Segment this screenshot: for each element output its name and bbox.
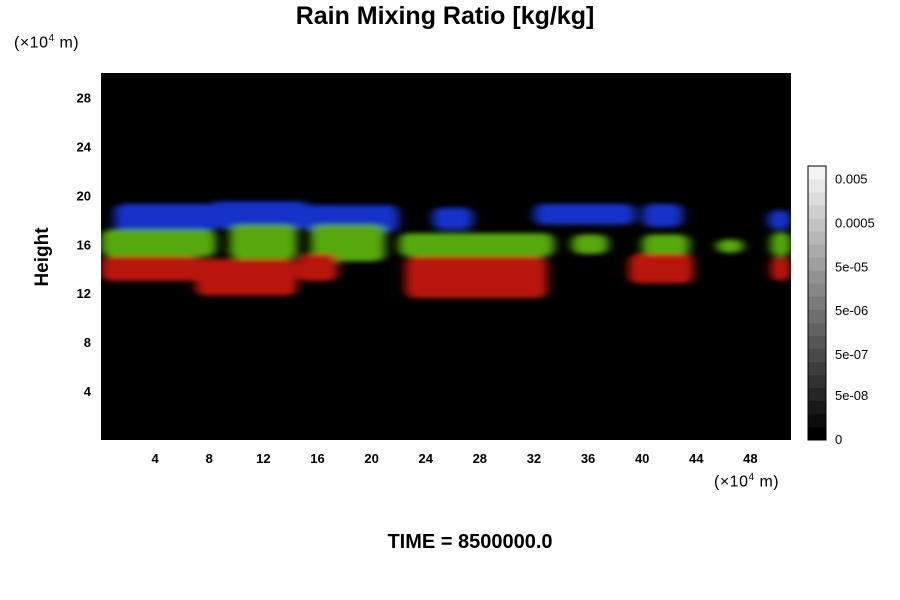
x-axis-unit: (×104 m) xyxy=(714,472,779,491)
y-tick-label: 20 xyxy=(77,188,91,203)
band-lower-blob-2 xyxy=(297,254,338,281)
band-middle-blob-5 xyxy=(642,234,690,257)
band-middle-blob-7 xyxy=(770,232,791,257)
y-tick-label: 8 xyxy=(84,335,91,350)
colorbar-label: 5e-08 xyxy=(835,388,868,403)
band-lower-blob-1 xyxy=(195,258,298,296)
colorbar-segment xyxy=(808,179,826,193)
band-upper-blob-5 xyxy=(642,203,683,228)
colorbar-label: 0.0005 xyxy=(835,216,875,231)
x-unit-base: (×10 xyxy=(714,473,749,491)
colorbar-segment xyxy=(808,218,826,232)
colorbar-label: 5e-06 xyxy=(835,303,868,318)
colorbar-segment xyxy=(808,309,826,323)
band-middle-blob-0 xyxy=(101,229,216,257)
band-middle-blob-6 xyxy=(716,239,744,253)
colorbar-segment xyxy=(808,192,826,206)
band-upper-blob-6 xyxy=(768,210,791,230)
colorbar-segment xyxy=(808,348,826,363)
x-tick-label: 4 xyxy=(152,451,160,466)
x-unit-tail: m) xyxy=(754,473,780,491)
band-middle-blob-2 xyxy=(310,224,386,262)
time-footer: TIME = 8500000.0 xyxy=(387,531,553,553)
colorbar-segment xyxy=(808,361,826,376)
x-tick-label: 16 xyxy=(310,451,324,466)
colorbar-segment xyxy=(808,270,826,284)
x-tick-label: 36 xyxy=(581,451,595,466)
colorbar-frame xyxy=(807,165,827,441)
colorbar-segment xyxy=(808,257,826,271)
band-lower-blob-4 xyxy=(628,254,694,284)
colorbar-segment xyxy=(808,374,826,389)
colorbar-segment xyxy=(808,244,826,258)
x-unit-exponent: 4 xyxy=(748,472,755,483)
y-tick-label: 16 xyxy=(77,237,91,252)
colorbar-segment xyxy=(808,400,826,415)
colorbar-segment xyxy=(808,231,826,245)
y-tick-label: 12 xyxy=(77,286,91,301)
band-upper-blob-4 xyxy=(533,203,636,225)
x-tick-label: 32 xyxy=(527,451,541,466)
y-unit-base: (×10 xyxy=(14,34,49,52)
band-lower-blob-3 xyxy=(405,256,548,299)
x-tick-label: 24 xyxy=(418,451,433,466)
chart-title: Rain Mixing Ratio [kg/kg] xyxy=(295,2,595,30)
y-tick-label: 24 xyxy=(77,139,92,154)
x-tick-label: 12 xyxy=(256,451,270,466)
band-lower-blob-0 xyxy=(101,256,203,281)
x-tick-label: 48 xyxy=(743,451,757,466)
y-unit-exponent: 4 xyxy=(48,33,55,44)
colorbar-segment xyxy=(808,322,826,336)
x-tick-label: 8 xyxy=(206,451,213,466)
colorbar-segment xyxy=(808,205,826,219)
colorbar-label: 5e-05 xyxy=(835,259,868,274)
x-tick-label: 44 xyxy=(689,451,704,466)
colorbar-segment xyxy=(808,335,826,349)
band-lower-blob-5 xyxy=(770,256,791,281)
band-middle-blob-4 xyxy=(571,234,609,255)
colorbar-segment xyxy=(808,296,826,310)
y-axis-unit: (×104 m) xyxy=(14,33,79,52)
y-tick-label: 28 xyxy=(77,90,91,105)
y-tick-label: 4 xyxy=(84,384,92,399)
x-tick-label: 40 xyxy=(635,451,649,466)
x-tick-label: 20 xyxy=(364,451,378,466)
colorbar-segment xyxy=(808,387,826,402)
colorbar-segment xyxy=(808,283,826,297)
band-upper-blob-3 xyxy=(432,207,474,230)
band-upper-blob-0 xyxy=(114,203,216,233)
colorbar-segment xyxy=(808,166,826,180)
x-tick-label: 28 xyxy=(473,451,487,466)
colorbar-label: 0.005 xyxy=(835,172,868,187)
colorbar-segment xyxy=(808,426,826,441)
colorbar-segment xyxy=(808,413,826,428)
band-middle-blob-3 xyxy=(398,233,555,257)
colorbar-label: 5e-07 xyxy=(835,347,868,362)
colorbar-label: 0 xyxy=(835,432,842,447)
band-middle-blob-1 xyxy=(229,224,298,259)
band-upper-blob-1 xyxy=(209,201,311,229)
y-unit-tail: m) xyxy=(54,34,80,52)
